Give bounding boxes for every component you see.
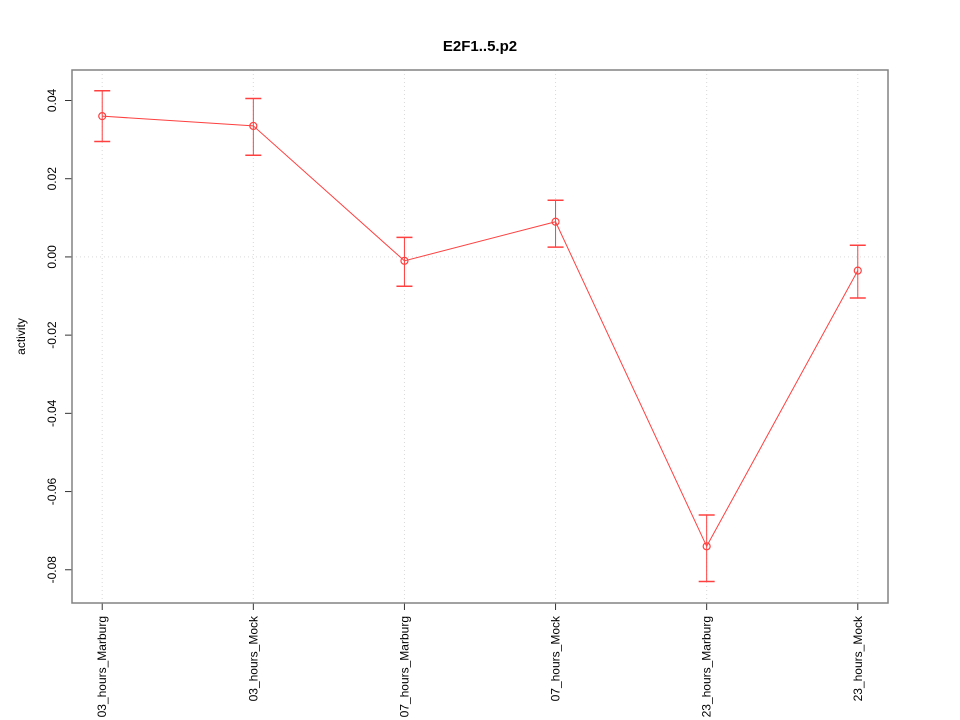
x-tick-label: 07_hours_Mock	[549, 615, 563, 701]
chart-title: E2F1..5.p2	[443, 38, 517, 55]
grid-layer	[72, 70, 888, 603]
y-tick-label: 0.00	[45, 245, 59, 269]
y-tick-label: -0.04	[45, 399, 59, 427]
y-tick-label: -0.02	[45, 321, 59, 349]
data-point	[249, 121, 258, 131]
data-point	[98, 112, 107, 121]
x-tick-label: 07_hours_Marburg	[397, 616, 411, 717]
data-point	[702, 542, 711, 551]
plot-border	[71, 69, 889, 604]
y-tick-label: -0.06	[45, 478, 59, 506]
data-point	[400, 256, 409, 265]
data-series-layer	[94, 89, 866, 583]
series-line	[102, 115, 859, 548]
axes-layer: 0.04 0.02 0.00 -0.02 -0.04 -0.06 -0.08 03_hours…	[45, 88, 865, 717]
y-tick-label: 0.02	[45, 167, 59, 191]
x-tick-label: 03_hours_Mock	[246, 615, 260, 701]
x-tick-label: 03_hours_Marburg	[95, 616, 109, 717]
data-point	[853, 266, 862, 275]
y-tick-label: 0.04	[45, 88, 59, 112]
x-tick-label: 23_hours_Mock	[851, 615, 865, 701]
x-tick-label: 23_hours_Marburg	[700, 616, 714, 717]
y-axis-label: activity	[14, 318, 28, 355]
y-tick-label: -0.08	[45, 556, 59, 584]
data-point	[551, 217, 560, 226]
